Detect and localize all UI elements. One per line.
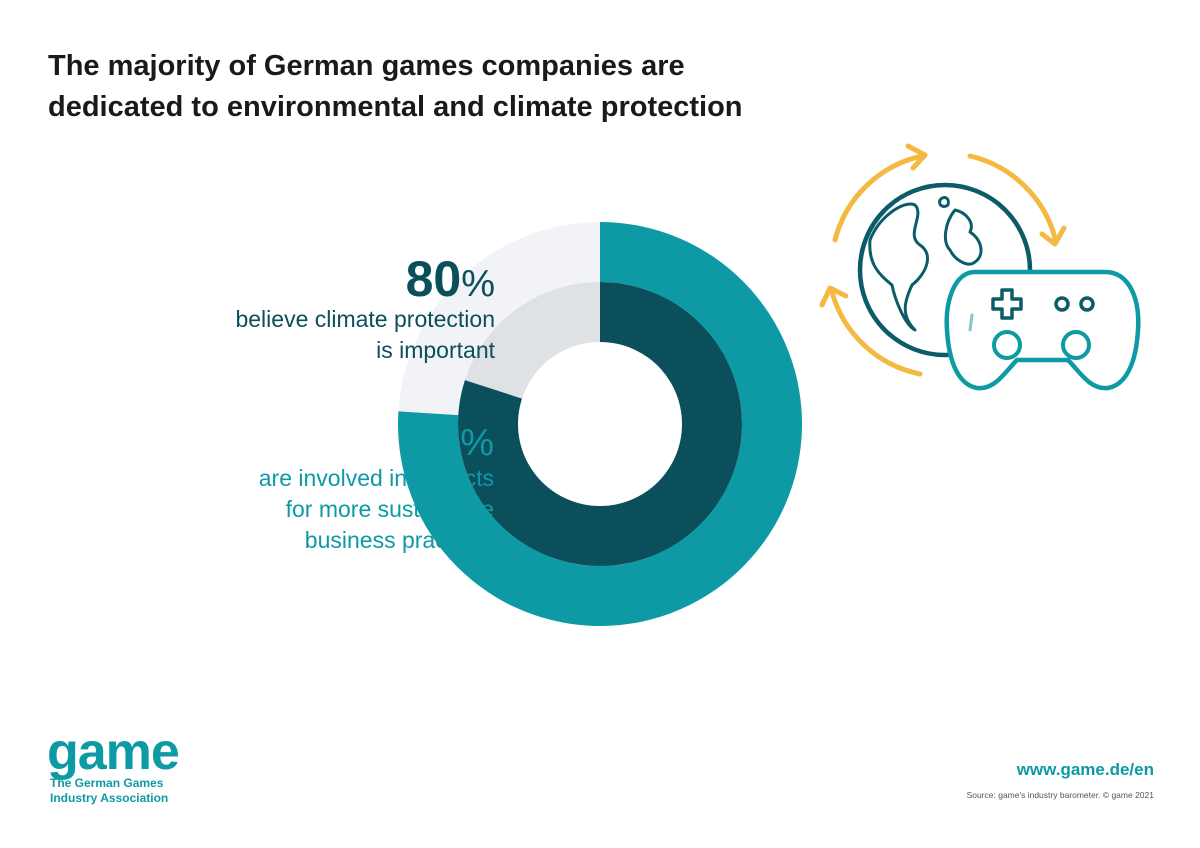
- stat-inner-value: 80%: [405, 251, 495, 307]
- stat-outer-description: are involved in projects for more sustai…: [258, 465, 494, 553]
- game-logo: game The German Games Industry Associati…: [47, 723, 180, 806]
- logo-word: game: [47, 723, 180, 781]
- cycle-arrows-icon: [819, 143, 1067, 377]
- title-line-2: dedicated to environmental and climate p…: [48, 91, 743, 123]
- logo-sub-line-2: Industry Association: [50, 791, 169, 805]
- logo-sub-line-1: The German Games: [50, 776, 164, 790]
- source-note: Source: game's industry barometer. © gam…: [966, 790, 1154, 800]
- game-controller-icon: [944, 269, 1141, 391]
- stat-outer-ring: 76% are involved in projects for more su…: [259, 413, 494, 556]
- stat-outer-value: 76%: [404, 410, 494, 466]
- stat-inner-description: believe climate protection is important: [235, 306, 495, 363]
- title-line-1: The majority of German games companies a…: [48, 50, 685, 82]
- outer-ring-remainder-slice: [398, 222, 600, 416]
- website-link[interactable]: www.game.de/en: [1016, 760, 1154, 779]
- outer-ring-value-slice: [398, 222, 802, 626]
- stat-inner-ring: 80% believe climate protection is import…: [235, 254, 495, 366]
- inner-ring-value-slice: [458, 282, 742, 566]
- inner-ring-remainder-slice: [464, 282, 600, 399]
- page-title: The majority of German games companies a…: [48, 46, 948, 128]
- globe-controller-icon: [819, 143, 1141, 391]
